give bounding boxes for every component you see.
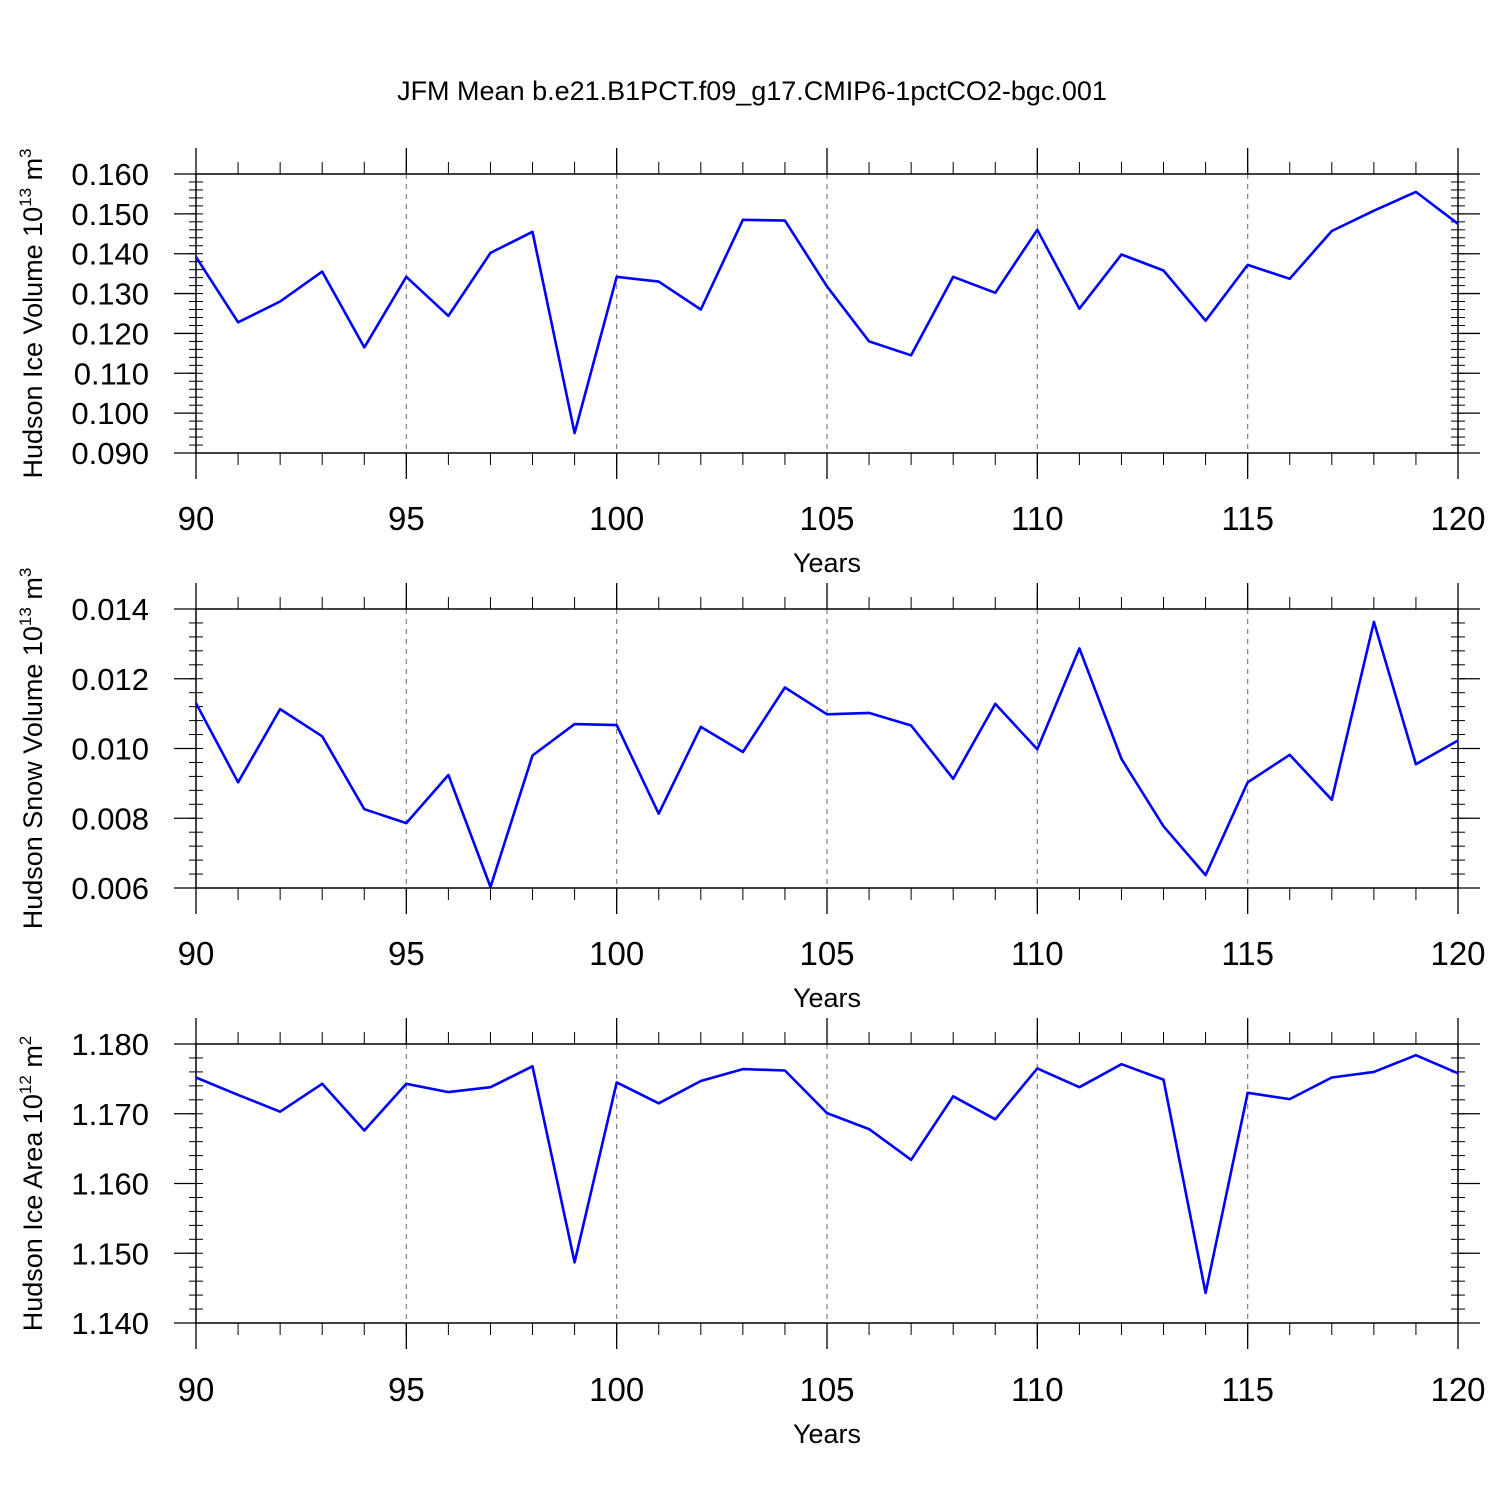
y-tick-label: 0.110: [74, 356, 149, 391]
x-tick-label: 95: [388, 500, 425, 537]
x-tick-label: 110: [1011, 500, 1064, 537]
y-tick-label: 1.170: [71, 1097, 149, 1132]
x-tick-label: 100: [589, 935, 644, 972]
x-tick-label: 95: [388, 935, 425, 972]
y-axis-label: Hudson Ice Area 1012 m2: [16, 1036, 48, 1332]
y-tick-label: 0.140: [71, 237, 149, 272]
y-tick-label: 0.100: [71, 396, 149, 431]
panel-ice-area: 1.180 1.170 1.160 1.150 1.140 90 95 100 105 110 11…: [16, 1018, 1486, 1449]
x-tick-label: 105: [799, 935, 854, 972]
y-tick-label: 0.090: [71, 436, 149, 471]
y-tick-label: 0.130: [71, 277, 149, 312]
y-tick-label: 0.150: [71, 197, 149, 232]
x-axis-label: Years: [793, 548, 861, 578]
y-tick-label: 0.008: [71, 801, 149, 836]
y-tick-label: 0.014: [71, 592, 149, 627]
x-tick-label: 105: [799, 1371, 854, 1408]
x-axis-label: Years: [793, 1419, 861, 1449]
y-tick-label: 1.180: [71, 1027, 149, 1062]
x-tick-label: 120: [1430, 935, 1485, 972]
y-tick-label: 0.160: [71, 157, 149, 192]
y-tick-label: 0.006: [71, 871, 149, 906]
x-tick-label: 110: [1011, 1371, 1064, 1408]
y-tick-label: 0.120: [71, 316, 149, 351]
y-tick-label: 1.140: [71, 1306, 149, 1341]
x-tick-label: 90: [178, 1371, 215, 1408]
x-tick-label: 115: [1221, 935, 1274, 972]
x-tick-label: 115: [1221, 1371, 1274, 1408]
x-tick-label: 115: [1221, 500, 1274, 537]
x-axis-label: Years: [793, 983, 861, 1013]
y-axis-label: Hudson Ice Volume 1013 m3: [16, 148, 48, 478]
x-tick-label: 110: [1011, 935, 1064, 972]
y-tick-label: 0.012: [71, 662, 149, 697]
x-tick-label: 105: [799, 500, 854, 537]
y-tick-label: 0.010: [71, 732, 149, 767]
x-tick-label: 120: [1430, 500, 1485, 537]
x-tick-label: 95: [388, 1371, 425, 1408]
panel-ice-volume: 0.160 0.150 0.140 0.130 0.120 0.110 0.100 0.090…: [16, 148, 1486, 578]
x-tick-label: 100: [589, 500, 644, 537]
y-tick-label: 1.150: [71, 1236, 149, 1271]
x-tick-label: 90: [178, 935, 215, 972]
figure-title: JFM Mean b.e21.B1PCT.f09_g17.CMIP6-1pctC…: [397, 76, 1107, 106]
x-tick-label: 120: [1430, 1371, 1485, 1408]
x-tick-label: 100: [589, 1371, 644, 1408]
panel-snow-volume: 0.014 0.012 0.010 0.008 0.006 90 95 100 105 110 11…: [16, 568, 1486, 1013]
y-axis-label: Hudson Snow Volume 1013 m3: [16, 568, 48, 930]
y-tick-label: 1.160: [71, 1167, 149, 1202]
x-tick-label: 90: [178, 500, 215, 537]
